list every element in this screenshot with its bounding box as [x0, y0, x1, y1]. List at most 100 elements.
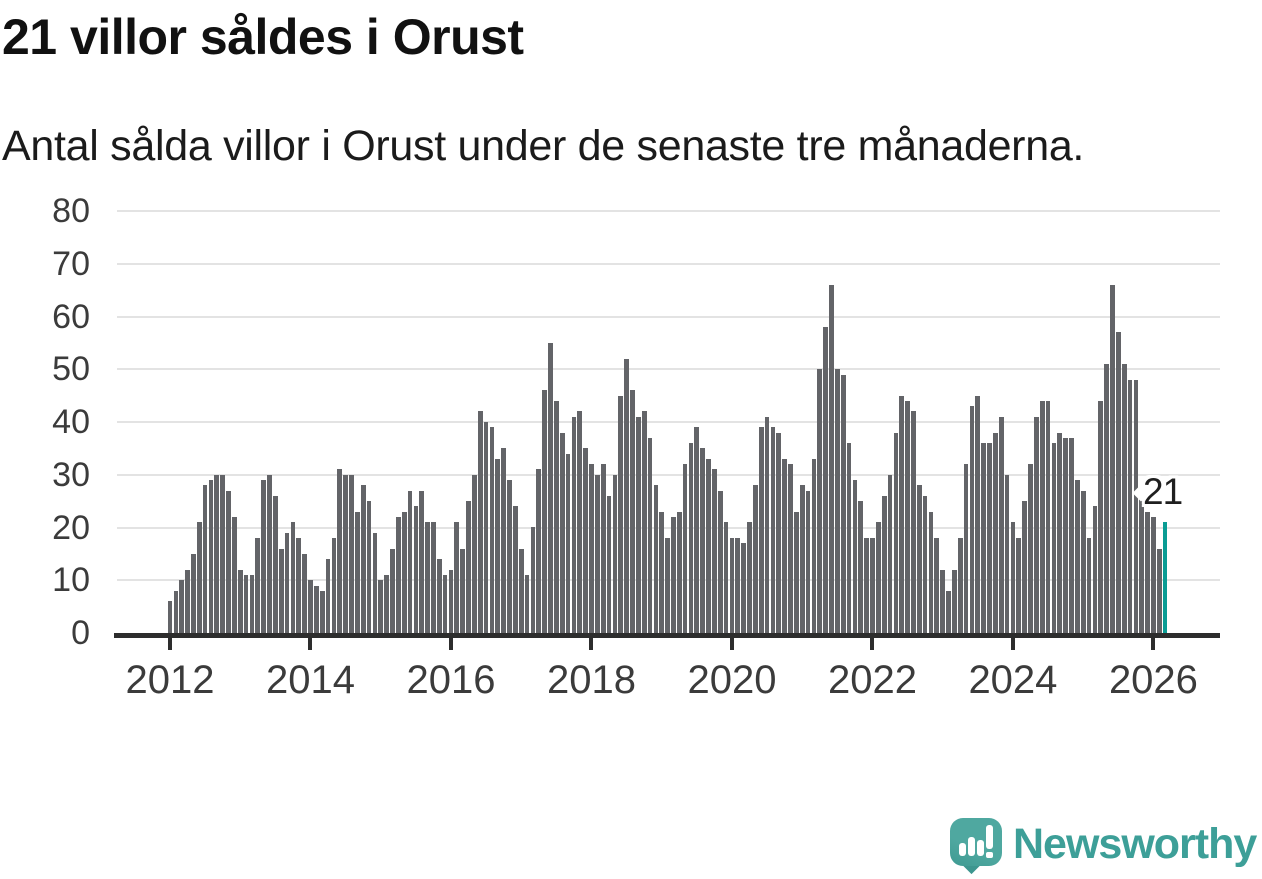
- gridline-y-30: [117, 473, 1220, 476]
- bar: [1028, 464, 1033, 633]
- bar: [466, 501, 471, 633]
- bar: [249, 575, 255, 633]
- bar: [454, 522, 460, 633]
- bar: [1022, 501, 1028, 633]
- bar: [278, 549, 284, 633]
- bar: [349, 475, 354, 633]
- bar: [618, 396, 624, 633]
- x-axis-tick-2014: [308, 638, 313, 650]
- bar: [946, 591, 951, 633]
- bar: [1127, 380, 1133, 633]
- bar: [630, 390, 635, 633]
- x-tick-label-2016: 2016: [406, 658, 496, 702]
- bar: [1074, 480, 1080, 633]
- bar: [1051, 443, 1057, 633]
- bar: [378, 580, 384, 633]
- x-axis-tick-2018: [589, 638, 594, 650]
- y-tick-label-60: 60: [52, 297, 90, 336]
- gridline-y-80: [117, 210, 1220, 212]
- bar: [191, 554, 196, 633]
- bar: [220, 475, 226, 633]
- bar: [1086, 538, 1092, 633]
- bar: [1139, 496, 1145, 633]
- bar: [811, 459, 817, 633]
- bar: [232, 517, 237, 633]
- bar: [1098, 401, 1104, 633]
- bar: [1145, 512, 1150, 633]
- bar: [922, 496, 928, 633]
- bar: [354, 512, 360, 633]
- bar: [1004, 475, 1010, 633]
- bar: [975, 396, 981, 633]
- bar: [407, 491, 413, 633]
- bar: [214, 475, 220, 633]
- bar: [1016, 538, 1022, 633]
- logo-bar-chart-icon: [950, 818, 1002, 866]
- bar: [501, 448, 507, 633]
- y-tick-label-70: 70: [52, 244, 90, 283]
- x-tick-label-2018: 2018: [546, 658, 636, 702]
- bar: [472, 475, 477, 633]
- bar: [805, 491, 811, 633]
- bar: [905, 401, 910, 633]
- bar: [1057, 433, 1063, 633]
- bar: [237, 570, 243, 633]
- bar: [682, 464, 688, 633]
- bar: [565, 454, 571, 633]
- bar: [653, 485, 659, 633]
- bar: [273, 496, 278, 633]
- x-tick-label-2014: 2014: [265, 658, 355, 702]
- x-axis-tick-2020: [729, 638, 734, 650]
- x-axis-tick-2026: [1151, 638, 1156, 650]
- bar: [571, 417, 577, 633]
- bar: [741, 543, 747, 633]
- bar: [1069, 438, 1074, 633]
- gridline-y-40: [117, 421, 1220, 423]
- bar: [319, 591, 325, 633]
- x-axis-tick-2024: [1010, 638, 1015, 650]
- x-tick-label-2024: 2024: [968, 658, 1058, 702]
- bar: [963, 464, 969, 633]
- bar: [313, 586, 319, 633]
- x-tick-label-2020: 2020: [687, 658, 777, 702]
- y-tick-label-50: 50: [52, 350, 90, 389]
- gridline-y-70: [117, 262, 1220, 265]
- bar: [770, 427, 776, 633]
- x-axis-tick-2012: [168, 638, 172, 650]
- bar: [794, 512, 799, 633]
- bar: [1104, 364, 1109, 633]
- bar: [1121, 364, 1127, 633]
- bar: [284, 533, 290, 633]
- bar: [542, 390, 547, 633]
- bar: [167, 601, 173, 633]
- bar: [688, 443, 694, 633]
- bar: [173, 591, 179, 633]
- bar: [483, 422, 489, 633]
- bar: [998, 417, 1004, 633]
- bar: [524, 575, 530, 633]
- bar: [536, 469, 542, 633]
- bar: [788, 464, 793, 633]
- bar: [513, 506, 518, 633]
- latest-value-label: 21: [1143, 471, 1183, 512]
- bar: [1080, 491, 1086, 633]
- bar: [694, 427, 700, 633]
- bar: [712, 469, 717, 633]
- newsworthy-logo: Newsworthy: [947, 814, 1257, 876]
- bar: [448, 570, 454, 633]
- bar: [829, 285, 834, 633]
- bar: [425, 522, 430, 633]
- bar: [875, 522, 881, 633]
- bar: [507, 480, 512, 633]
- bar: [594, 475, 600, 633]
- bar: [987, 443, 992, 633]
- y-tick-label-80: 80: [52, 192, 90, 230]
- bar: [343, 475, 348, 633]
- bar: [717, 491, 723, 633]
- bar: [577, 411, 583, 633]
- bar: [583, 448, 588, 633]
- bar: [846, 443, 852, 633]
- bar: [548, 343, 553, 633]
- bar: [518, 549, 524, 633]
- bar: [267, 475, 272, 633]
